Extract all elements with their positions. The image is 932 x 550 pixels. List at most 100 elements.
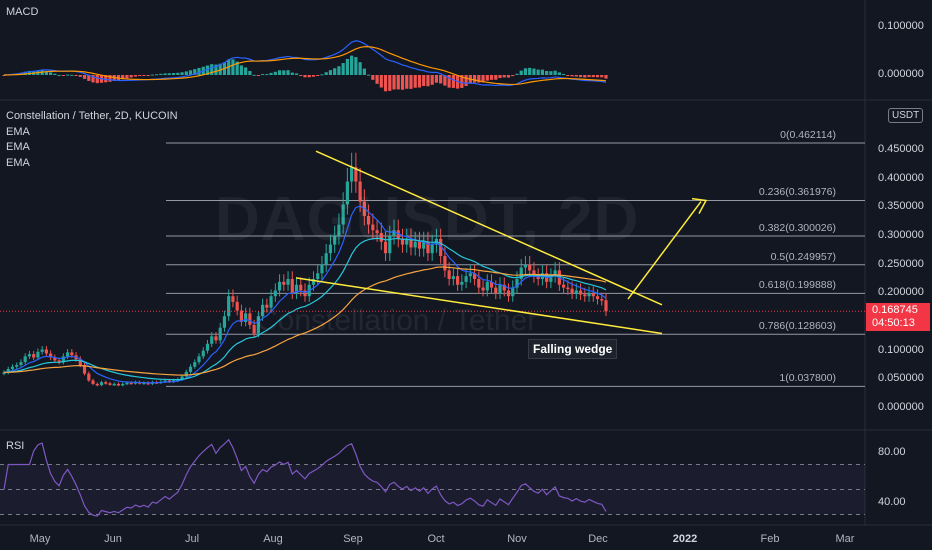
candle-body: [180, 376, 184, 380]
macd-histogram-bar: [426, 75, 430, 87]
candle-body: [570, 288, 574, 294]
macd-histogram-bar: [439, 75, 443, 84]
macd-histogram-bar: [290, 72, 294, 75]
candle-body: [388, 236, 392, 254]
macd-histogram-bar: [362, 68, 366, 75]
macd-histogram-bar: [218, 63, 222, 75]
time-tick-label: Oct: [427, 533, 445, 545]
symbol-title[interactable]: Constellation / Tether, 2D, KUCOIN: [6, 110, 178, 122]
candle-body: [44, 349, 48, 354]
candle-body: [489, 281, 494, 288]
macd-histogram-bar: [133, 75, 138, 77]
ema-label-3[interactable]: EMA: [6, 157, 30, 169]
candle-body: [519, 267, 523, 279]
rsi-tick-80: 80.00: [878, 446, 906, 458]
falling-wedge-label[interactable]: Falling wedge: [528, 339, 618, 359]
macd-histogram-bar: [163, 73, 167, 75]
macd-histogram-bar: [256, 75, 260, 76]
macd-histogram-bar: [337, 66, 341, 75]
macd-histogram-bar: [197, 67, 201, 75]
macd-histogram-bar: [489, 75, 494, 80]
candle-body: [299, 284, 303, 291]
macd-histogram-bar: [430, 75, 434, 85]
candle-body: [95, 383, 99, 386]
time-tick-label: Dec: [588, 533, 608, 545]
candle-body: [82, 365, 87, 374]
candle-body: [371, 224, 375, 231]
macd-histogram-bar: [205, 65, 210, 75]
macd-histogram-bar: [574, 75, 578, 77]
macd-histogram-bar: [583, 75, 587, 78]
macd-histogram-bar: [65, 74, 70, 76]
macd-histogram-bar: [464, 75, 468, 86]
macd-histogram-bar: [447, 75, 451, 88]
candle-body: [523, 264, 528, 268]
candle-body: [502, 284, 506, 291]
candle-body: [269, 296, 273, 308]
candle-body: [19, 362, 23, 365]
macd-histogram-bar: [371, 75, 375, 80]
macd-histogram-bar: [214, 64, 218, 75]
macd-histogram-bar: [299, 75, 303, 76]
macd-histogram-bar: [261, 74, 265, 76]
candle-body: [104, 382, 108, 384]
breakout-arrowhead: [691, 197, 708, 214]
candle-body: [290, 279, 294, 294]
fib-level-label: 0.382(0.300026): [758, 221, 836, 234]
ema-fast-line: [3, 205, 607, 384]
macd-histogram-bar: [188, 70, 193, 75]
candle-body: [498, 284, 502, 294]
wedge-upper-trendline: [315, 150, 663, 306]
macd-histogram-bar: [277, 70, 282, 75]
macd-histogram-bar: [142, 75, 146, 76]
macd-label[interactable]: MACD: [6, 6, 39, 18]
macd-histogram-bar: [320, 74, 324, 76]
candle-body: [256, 316, 260, 334]
candle-body: [443, 256, 447, 271]
candle-body: [485, 281, 489, 291]
macd-histogram-bar: [553, 70, 557, 75]
macd-histogram-bar: [413, 75, 417, 88]
ema-label-1[interactable]: EMA: [6, 126, 30, 138]
candle-body: [413, 241, 417, 248]
time-tick-label: Jul: [184, 533, 200, 545]
macd-histogram-bar: [235, 61, 239, 75]
candle-body: [222, 316, 227, 328]
candle-body: [108, 383, 112, 385]
candle-body: [87, 373, 91, 381]
candle-body: [248, 313, 252, 325]
macd-histogram-bar: [176, 72, 180, 75]
macd-histogram-bar: [303, 75, 307, 78]
macd-histogram-bar: [273, 71, 277, 75]
time-tick-label: Mar: [835, 533, 855, 545]
candle-body: [163, 380, 167, 382]
candle-body: [197, 356, 201, 363]
last-price-countdown: 04:50:13: [872, 317, 915, 329]
macd-histogram-bar: [443, 75, 447, 86]
ema-label-2[interactable]: EMA: [6, 141, 30, 153]
currency-badge[interactable]: USDT: [888, 108, 924, 123]
candle-body: [27, 354, 32, 357]
candle-body: [409, 238, 413, 248]
candle-body: [328, 244, 333, 254]
candle-body: [193, 362, 197, 367]
candle-body: [210, 336, 214, 344]
macd-histogram-bar: [265, 74, 269, 76]
candle-body: [53, 357, 57, 361]
candle-body: [235, 301, 239, 311]
candle-body: [133, 382, 138, 384]
candle-body: [481, 287, 485, 291]
macd-histogram-bar: [375, 75, 379, 84]
candle-body: [201, 350, 205, 357]
macd-histogram-bar: [451, 75, 455, 88]
candle-body: [282, 281, 286, 285]
macd-histogram-bar: [422, 75, 426, 87]
candle-body: [142, 382, 146, 385]
macd-histogram-bar: [591, 75, 595, 78]
macd-histogram-bar: [396, 75, 400, 90]
rsi-label[interactable]: RSI: [6, 440, 25, 452]
candle-body: [574, 290, 578, 294]
candle-body: [405, 238, 409, 245]
candle-body: [451, 276, 455, 279]
